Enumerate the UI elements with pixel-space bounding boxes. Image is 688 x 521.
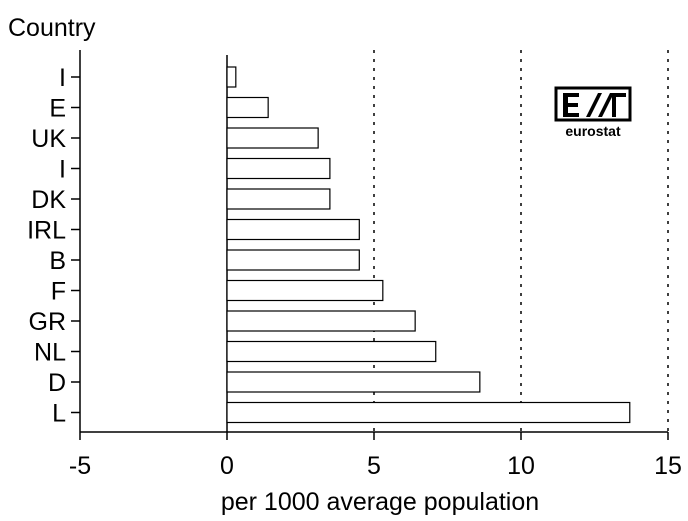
- logo-text: eurostat: [565, 123, 621, 139]
- logo-bracket-glyph: [612, 93, 626, 117]
- x-tick-label: 5: [367, 452, 381, 480]
- category-label: UK: [31, 125, 66, 153]
- category-label: I: [59, 64, 66, 92]
- bar: [226, 96, 269, 119]
- bar: [226, 66, 237, 88]
- category-label: DK: [31, 186, 66, 214]
- bar: [226, 218, 360, 241]
- bar: [226, 279, 384, 302]
- y-axis-title: Country: [8, 14, 96, 42]
- bar: [226, 401, 631, 424]
- logo-slash-glyph: [586, 93, 614, 117]
- x-tick-label: 0: [220, 452, 234, 480]
- bar: [226, 371, 481, 393]
- x-tick-label: 15: [654, 452, 682, 480]
- x-axis-title: per 1000 average population: [221, 488, 539, 516]
- bar: [226, 127, 319, 149]
- category-label: I: [59, 156, 66, 184]
- bar: [226, 188, 331, 210]
- category-label: D: [48, 369, 66, 397]
- bar: [226, 340, 437, 363]
- x-tick-label: -5: [69, 452, 91, 480]
- logo-e-glyph: [563, 93, 579, 117]
- bar: [226, 157, 331, 180]
- category-label: F: [51, 278, 66, 306]
- eurostat-logo: eurostat: [554, 86, 632, 139]
- category-label: B: [49, 247, 66, 275]
- category-label: IRL: [27, 217, 66, 245]
- category-label: NL: [34, 339, 66, 367]
- x-tick-label: 10: [507, 452, 535, 480]
- category-label: L: [52, 400, 66, 428]
- bar: [226, 249, 360, 271]
- bar: [226, 310, 416, 332]
- category-label: E: [49, 95, 66, 123]
- category-label: GR: [29, 308, 67, 336]
